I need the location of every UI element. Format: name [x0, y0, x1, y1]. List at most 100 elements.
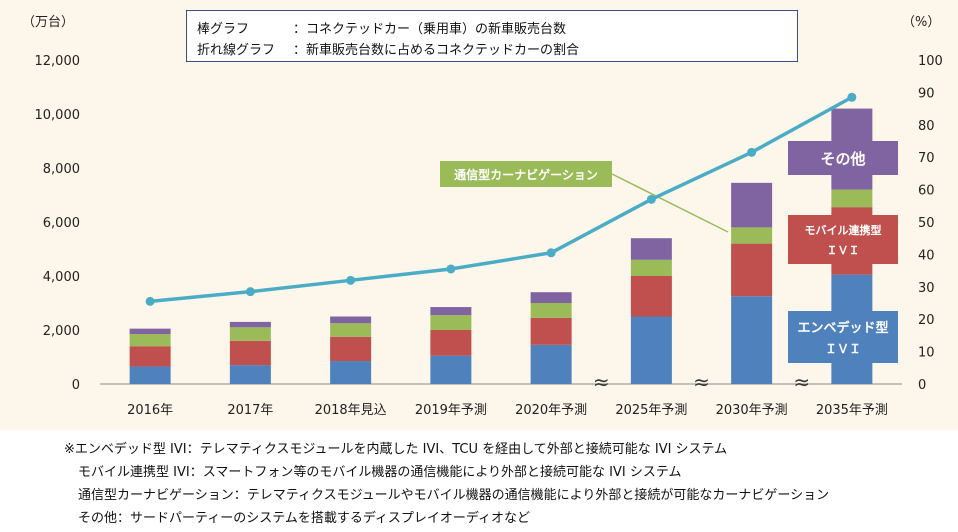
navi-label: 通信型カーナビゲーション	[454, 167, 598, 182]
footnotes: ※エンベデッド型 IVI：テレマティクスモジュールを内蔵した IVI、TCU を…	[64, 438, 958, 530]
share-point	[546, 248, 556, 258]
embedded-label-box	[788, 311, 898, 363]
mobile-label-box	[788, 215, 898, 264]
axes: 0 2,000 4,000 6,000 8,000 10,000 12,000 （万台） 0 10…	[22, 15, 943, 418]
legend-row-line: 折れ線グラフ ：新車販売台数に占めるコネクテッドカーの割合	[197, 39, 579, 58]
bar-segment	[330, 361, 372, 384]
bar-segment	[129, 346, 171, 367]
note-navi: 通信型カーナビゲーション：テレマティクスモジュールやモバイル機器の通信機能により…	[64, 484, 958, 507]
right-tick-label: 40	[918, 248, 935, 263]
x-tick-label: 2016年	[127, 403, 173, 418]
left-tick-label: 2,000	[43, 324, 80, 339]
right-tick-label: 80	[918, 119, 935, 134]
left-tick-label: 8,000	[43, 162, 80, 177]
bar-segment	[229, 321, 271, 328]
bar-segment	[430, 315, 472, 330]
other-label: その他	[820, 150, 865, 168]
bar-segment	[731, 243, 773, 297]
embedded-label-line1: エンベデッド型	[797, 320, 888, 336]
legend-line-text: ：新車販売台数に占めるコネクテッドカーの割合	[293, 43, 580, 58]
left-tick-label: 10,000	[35, 108, 81, 123]
share-point	[145, 296, 155, 306]
bars	[129, 108, 873, 384]
bar-segment	[831, 189, 873, 208]
left-tick-label: 0	[72, 378, 80, 393]
bar-segment	[229, 327, 271, 341]
navi-callout-line	[611, 173, 729, 233]
right-tick-label: 30	[918, 281, 935, 296]
bar-segment	[330, 316, 372, 324]
left-axis-unit: （万台）	[22, 15, 74, 30]
right-tick-label: 60	[918, 184, 935, 199]
share-point	[446, 264, 456, 274]
legend: 棒グラフ ：コネクテッドカー（乗用車）の新車販売台数 折れ線グラフ ：新車販売台数に…	[186, 10, 798, 62]
bar-segment	[129, 328, 171, 335]
share-point	[245, 287, 255, 297]
note-title: その他	[78, 511, 118, 526]
note-title: ※エンベデッド型 IVI	[64, 442, 187, 457]
right-tick-label: 70	[918, 151, 935, 166]
bar-segment	[530, 344, 572, 384]
axis-break-mark: ≈	[593, 370, 610, 394]
note-mobile: モバイル連携型 IVI：スマートフォン等のモバイル機器の通信機能により外部と接続…	[64, 461, 958, 484]
bar-segment	[330, 336, 372, 362]
note-text: ：スマートフォン等のモバイル機器の通信機能により外部と接続可能な IVI システ…	[189, 465, 682, 480]
chart-area: その他モバイル連携型 ＩＶＩ エンベデッド型 ＩＶＩ 通信型カーナビゲーション 0 2,0…	[0, 0, 958, 430]
mobile-label-line2: ＩＶＩ	[827, 244, 860, 257]
right-tick-label: 90	[918, 86, 935, 101]
right-tick-label: 50	[918, 216, 935, 231]
bar-segment	[229, 340, 271, 366]
left-tick-label: 12,000	[35, 54, 81, 69]
note-text: ：テレマティクスモジュールを内蔵した IVI、TCU を経由して外部と接続可能な…	[186, 442, 728, 457]
navi-label-box	[440, 161, 612, 187]
share-point	[847, 92, 857, 102]
note-embedded: ※エンベデッド型 IVI：テレマティクスモジュールを内蔵した IVI、TCU を…	[64, 438, 958, 461]
bar-segment	[731, 296, 773, 384]
bar-segment	[129, 334, 171, 347]
embedded-label-line2: ＩＶＩ	[825, 342, 861, 356]
share-point	[747, 147, 757, 157]
note-text: ：サードパーティーのシステムを搭載するディスプレイオーディオなど	[117, 511, 531, 526]
bar-segment	[330, 323, 372, 337]
note-other: その他：サードパーティーのシステムを搭載するディスプレイオーディオなど	[64, 507, 958, 530]
x-tick-label: 2035年予測	[816, 403, 888, 418]
right-axis-unit: （%）	[902, 15, 940, 30]
bar-segment	[530, 292, 572, 303]
bar-segment	[129, 366, 171, 384]
bar-segment	[630, 238, 672, 260]
legend-bar-key: 棒グラフ	[197, 22, 250, 37]
left-tick-label: 6,000	[43, 216, 80, 231]
axis-break-mark: ≈	[793, 370, 810, 394]
x-tick-label: 2018年見込	[315, 403, 387, 418]
x-tick-label: 2025年予測	[615, 403, 687, 418]
mobile-label-line1: モバイル連携型	[805, 223, 882, 237]
line-series	[145, 92, 857, 306]
other-label-box	[788, 141, 898, 175]
bar-segment	[630, 276, 672, 317]
share-point	[346, 275, 356, 285]
right-tick-label: 10	[918, 346, 935, 361]
legend-bar-text: ：コネクテッドカー（乗用車）の新車販売台数	[293, 22, 567, 37]
right-tick-label: 0	[918, 378, 926, 393]
x-tick-label: 2030年予測	[716, 403, 788, 418]
legend-row-bar: 棒グラフ ：コネクテッドカー（乗用車）の新車販売台数	[197, 18, 566, 37]
x-tick-label: 2020年予測	[515, 403, 587, 418]
note-title: 通信型カーナビゲーション	[78, 488, 234, 503]
bar-segment	[430, 330, 472, 356]
right-tick-label: 100	[918, 54, 943, 69]
bar-segment	[229, 365, 271, 384]
share-line	[149, 95, 853, 304]
axis-break-mark: ≈	[693, 370, 710, 394]
note-text: ：テレマティクスモジュールやモバイル機器の通信機能により外部と接続が可能なカーナ…	[233, 488, 830, 503]
note-title: モバイル連携型 IVI	[78, 465, 190, 480]
bar-segment	[630, 259, 672, 276]
bar-segment	[630, 316, 672, 384]
x-tick-label: 2017年	[227, 403, 273, 418]
share-point	[646, 194, 656, 204]
left-tick-label: 4,000	[43, 270, 80, 285]
bar-segment	[731, 227, 773, 244]
legend-line-key: 折れ線グラフ	[197, 43, 276, 58]
bar-segment	[430, 355, 472, 384]
